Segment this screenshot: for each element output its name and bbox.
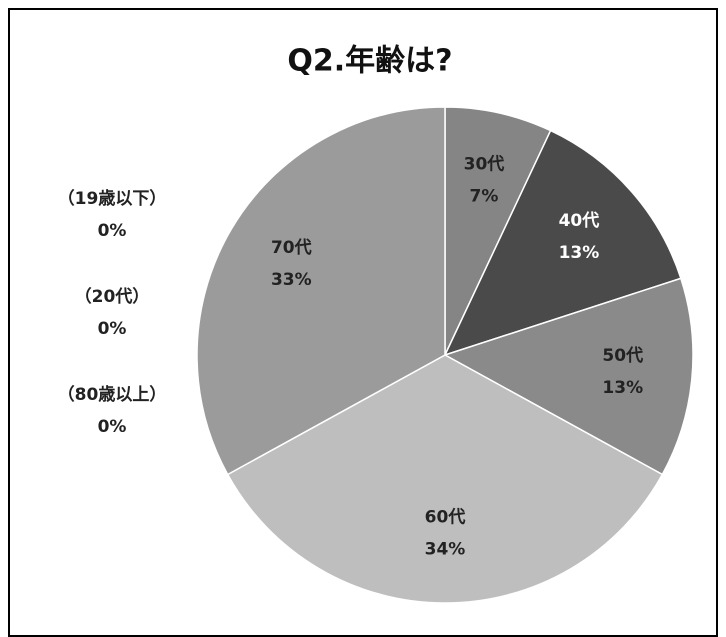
slice-category-label: 70代: [271, 237, 312, 258]
slice-category-label: （19歳以下）: [58, 188, 167, 209]
slice-value-label: 0%: [98, 319, 127, 339]
slice-category-label: （20代）: [75, 286, 150, 307]
slice-value-label: 0%: [98, 221, 127, 241]
slice-value-label: 13%: [559, 243, 600, 263]
pie-slice: [443, 277, 694, 476]
slice-category-label: 40代: [559, 210, 600, 231]
slice-category-label: 30代: [464, 154, 505, 175]
pie-slice: [444, 106, 552, 356]
slice-category-label: 50代: [602, 345, 643, 366]
chart-title: Q2.年齢は?: [287, 44, 452, 79]
pie-slice: [443, 129, 682, 357]
slice-value-label: 7%: [470, 187, 499, 207]
slice-value-label: 34%: [425, 540, 466, 560]
slice-category-label: 60代: [425, 507, 466, 528]
pie-slice: [196, 106, 446, 476]
slice-value-label: 13%: [602, 378, 643, 398]
slice-value-label: 0%: [98, 417, 127, 437]
pie-slice: [226, 354, 664, 604]
slice-category-label: （80歳以上）: [58, 384, 167, 405]
slice-value-label: 33%: [271, 270, 312, 290]
